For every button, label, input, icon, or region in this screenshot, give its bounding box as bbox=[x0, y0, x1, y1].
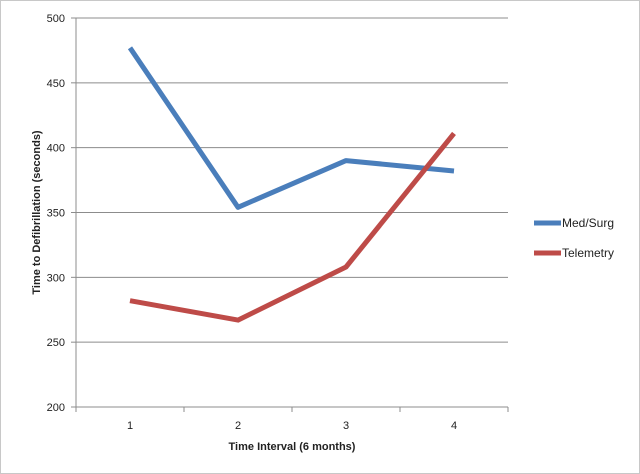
series-line-telemetry bbox=[129, 131, 456, 323]
series-line-med-surg bbox=[127, 46, 455, 210]
y-tick-label: 250 bbox=[47, 337, 65, 349]
x-tick-label: 2 bbox=[235, 420, 241, 432]
y-tick-label: 400 bbox=[47, 143, 65, 155]
y-tick-label: 350 bbox=[47, 208, 65, 220]
x-tick-label: 4 bbox=[451, 420, 457, 432]
x-tick-label: 3 bbox=[343, 420, 349, 432]
y-tick-labels: 200 250 300 350 400 450 500 bbox=[47, 13, 65, 414]
legend: Med/Surg Telemetry bbox=[534, 216, 614, 260]
y-tick-label: 450 bbox=[47, 78, 65, 90]
legend-label: Med/Surg bbox=[562, 216, 614, 230]
y-tick-label: 500 bbox=[47, 13, 65, 25]
gridlines bbox=[71, 17, 509, 412]
y-tick-label: 300 bbox=[47, 272, 65, 284]
x-tick-label: 1 bbox=[127, 420, 133, 432]
legend-label: Telemetry bbox=[562, 246, 614, 260]
x-axis-title: Time Interval (6 months) bbox=[229, 441, 356, 453]
x-tick-labels: 1 2 3 4 bbox=[127, 420, 457, 432]
y-tick-label: 200 bbox=[47, 402, 65, 414]
series-lines bbox=[127, 46, 456, 323]
y-axis-title: Time to Defibrillation (seconds) bbox=[31, 130, 43, 295]
